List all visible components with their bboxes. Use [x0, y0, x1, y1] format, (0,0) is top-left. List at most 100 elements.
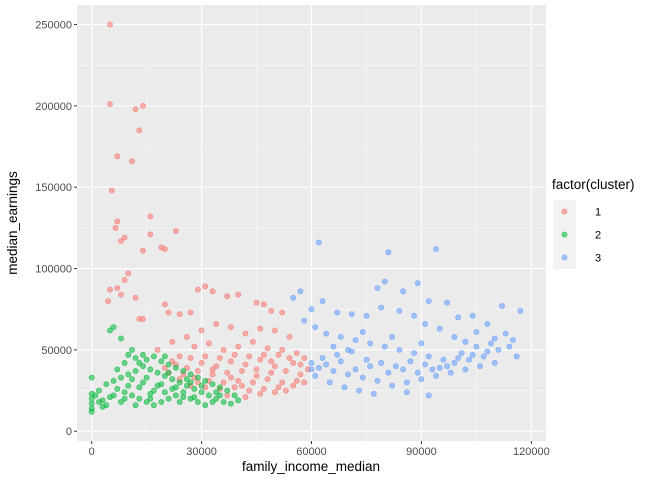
data-point-cluster-2: [180, 368, 187, 374]
data-point-cluster-3: [352, 337, 359, 343]
data-points: [88, 21, 524, 415]
data-point-cluster-2: [194, 374, 201, 381]
data-point-cluster-3: [510, 337, 516, 343]
y-tick-label: 150000: [35, 182, 72, 194]
data-point-cluster-3: [341, 384, 348, 391]
data-point-cluster-2: [110, 377, 117, 384]
data-point-cluster-3: [297, 288, 304, 295]
data-point-cluster-3: [455, 355, 461, 361]
data-point-cluster-2: [140, 363, 146, 370]
data-point-cluster-2: [136, 395, 143, 402]
y-tick-label: 100000: [35, 264, 72, 276]
data-point-cluster-2: [140, 351, 146, 358]
y-tick-label: 200000: [35, 101, 72, 113]
data-point-cluster-1: [202, 283, 209, 290]
data-point-cluster-3: [378, 359, 384, 366]
data-point-cluster-2: [140, 379, 146, 386]
data-point-cluster-2: [92, 392, 99, 399]
data-point-cluster-1: [198, 359, 205, 366]
data-point-cluster-2: [198, 389, 205, 396]
data-point-cluster-2: [136, 359, 143, 366]
data-point-cluster-1: [224, 392, 231, 399]
data-point-cluster-3: [337, 358, 344, 365]
data-point-cluster-1: [297, 371, 304, 378]
data-point-cluster-1: [194, 286, 201, 293]
data-point-cluster-1: [249, 338, 256, 345]
data-point-cluster-1: [293, 377, 300, 384]
data-point-cluster-1: [140, 316, 146, 322]
data-point-cluster-3: [425, 353, 432, 360]
data-point-cluster-1: [275, 384, 282, 391]
data-point-cluster-2: [125, 351, 132, 358]
data-point-cluster-3: [425, 392, 432, 399]
data-point-cluster-1: [290, 382, 297, 389]
y-tick-label: 0: [66, 426, 72, 438]
data-point-cluster-3: [301, 317, 308, 324]
data-point-cluster-1: [235, 343, 242, 350]
data-point-cluster-2: [121, 395, 128, 402]
data-point-cluster-2: [216, 392, 223, 399]
data-point-cluster-3: [491, 335, 498, 342]
data-point-cluster-3: [502, 330, 509, 337]
data-point-cluster-1: [242, 394, 249, 400]
data-point-cluster-2: [88, 408, 95, 415]
data-point-cluster-1: [107, 286, 113, 293]
legend-label-1: 1: [595, 207, 601, 219]
data-point-cluster-2: [147, 395, 154, 402]
data-point-cluster-2: [172, 392, 179, 399]
y-tick-label: 50000: [41, 345, 72, 357]
data-point-cluster-3: [473, 329, 480, 335]
data-point-cluster-3: [414, 280, 421, 287]
data-point-cluster-2: [187, 371, 194, 378]
data-point-cluster-1: [301, 379, 308, 386]
data-point-cluster-1: [301, 355, 308, 361]
data-point-cluster-3: [462, 366, 469, 373]
data-point-cluster-2: [161, 372, 168, 379]
data-point-cluster-2: [169, 376, 176, 383]
data-point-cluster-3: [418, 340, 425, 347]
data-point-cluster-3: [396, 307, 403, 314]
x-tick-label: 30000: [186, 446, 217, 458]
data-point-cluster-3: [451, 359, 458, 366]
data-point-cluster-2: [110, 324, 117, 330]
data-point-cluster-1: [107, 101, 113, 108]
data-point-cluster-2: [125, 371, 132, 378]
data-point-cluster-2: [191, 394, 198, 400]
data-point-cluster-1: [176, 311, 183, 317]
data-point-cluster-3: [422, 361, 428, 368]
data-point-cluster-1: [187, 355, 194, 361]
data-point-cluster-3: [411, 312, 417, 319]
data-point-cluster-3: [352, 366, 359, 373]
x-axis-ticks: 0 30000 60000 90000 120000: [89, 441, 550, 458]
data-point-cluster-2: [129, 376, 135, 383]
data-point-cluster-3: [345, 346, 351, 353]
data-point-cluster-2: [103, 381, 110, 387]
data-point-cluster-2: [227, 400, 234, 407]
data-point-cluster-3: [396, 346, 403, 353]
data-point-cluster-2: [172, 364, 179, 371]
data-point-cluster-2: [150, 387, 157, 394]
data-point-cluster-3: [345, 371, 351, 378]
data-point-cluster-2: [125, 382, 132, 389]
data-point-cluster-3: [480, 353, 487, 360]
data-point-cluster-1: [257, 390, 264, 397]
data-point-cluster-3: [436, 364, 443, 371]
data-point-cluster-2: [88, 400, 95, 407]
data-point-cluster-1: [235, 377, 242, 384]
data-point-cluster-1: [118, 291, 124, 298]
data-point-cluster-2: [202, 402, 209, 409]
data-point-cluster-3: [389, 333, 395, 340]
data-point-cluster-1: [242, 330, 249, 337]
data-point-cluster-1: [268, 307, 275, 314]
data-point-cluster-3: [359, 329, 366, 335]
data-point-cluster-3: [312, 324, 319, 330]
data-point-cluster-2: [194, 399, 201, 405]
data-point-cluster-1: [253, 366, 260, 373]
data-point-cluster-1: [107, 21, 113, 28]
data-point-cluster-1: [260, 301, 267, 308]
data-point-cluster-3: [370, 390, 377, 397]
data-point-cluster-1: [209, 366, 216, 373]
data-point-cluster-1: [271, 327, 278, 334]
x-tick-label: 120000: [513, 446, 550, 458]
data-point-cluster-1: [132, 106, 139, 112]
